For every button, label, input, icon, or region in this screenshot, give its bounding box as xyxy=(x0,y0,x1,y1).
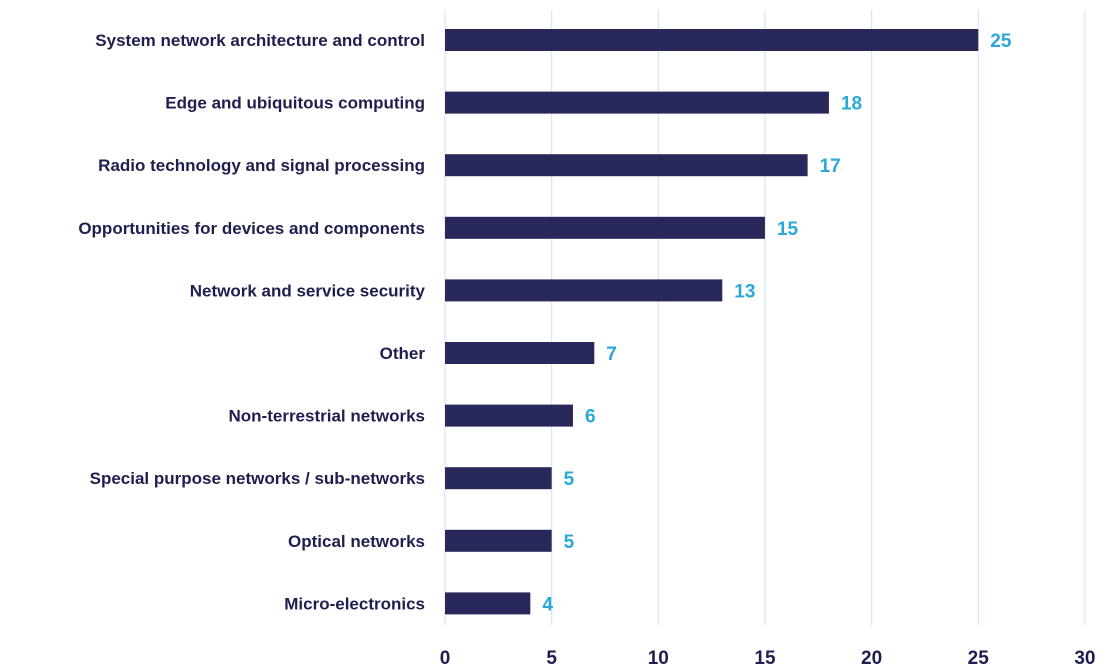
value-label: 25 xyxy=(990,31,1012,52)
x-tick-label: 20 xyxy=(861,648,882,669)
bar xyxy=(445,529,552,552)
bar xyxy=(445,467,552,490)
category-label: Optical networks xyxy=(288,532,425,551)
value-label: 6 xyxy=(585,407,596,428)
value-label: 18 xyxy=(841,94,862,115)
bar xyxy=(445,404,573,427)
category-label: Radio technology and signal processing xyxy=(98,156,425,175)
bar xyxy=(445,279,723,302)
value-label: 13 xyxy=(734,281,755,302)
x-tick-label: 5 xyxy=(546,648,557,669)
category-labels: System network architecture and control E… xyxy=(78,31,425,613)
x-tick-label: 0 xyxy=(440,648,451,669)
bar xyxy=(445,216,765,239)
category-label: Special purpose networks / sub-networks xyxy=(90,469,425,488)
category-label: Opportunities for devices and components xyxy=(78,219,425,238)
bar xyxy=(445,91,829,114)
category-label: System network architecture and control xyxy=(95,31,425,50)
category-label: Non-terrestrial networks xyxy=(229,407,426,426)
x-tick-label: 30 xyxy=(1074,648,1095,669)
category-label: Network and service security xyxy=(190,281,426,300)
x-axis-tick-labels: 0 5 10 15 20 25 30 xyxy=(440,648,1096,669)
value-label: 15 xyxy=(777,219,799,240)
value-label: 5 xyxy=(564,532,575,553)
bar xyxy=(445,342,595,364)
value-label: 17 xyxy=(820,156,841,177)
bar xyxy=(445,592,531,615)
category-label: Edge and ubiquitous computing xyxy=(165,94,425,113)
bar xyxy=(445,29,979,51)
value-labels: 25 18 17 15 13 7 6 5 5 4 xyxy=(542,31,1011,615)
value-label: 7 xyxy=(606,344,617,365)
value-label: 4 xyxy=(542,594,553,615)
x-tick-label: 10 xyxy=(648,648,669,669)
bar xyxy=(445,154,808,177)
category-label: Other xyxy=(380,344,426,363)
x-tick-label: 25 xyxy=(968,648,990,669)
value-label: 5 xyxy=(564,469,575,490)
category-label: Micro-electronics xyxy=(284,594,425,613)
bars xyxy=(445,29,979,615)
x-tick-label: 15 xyxy=(754,648,776,669)
